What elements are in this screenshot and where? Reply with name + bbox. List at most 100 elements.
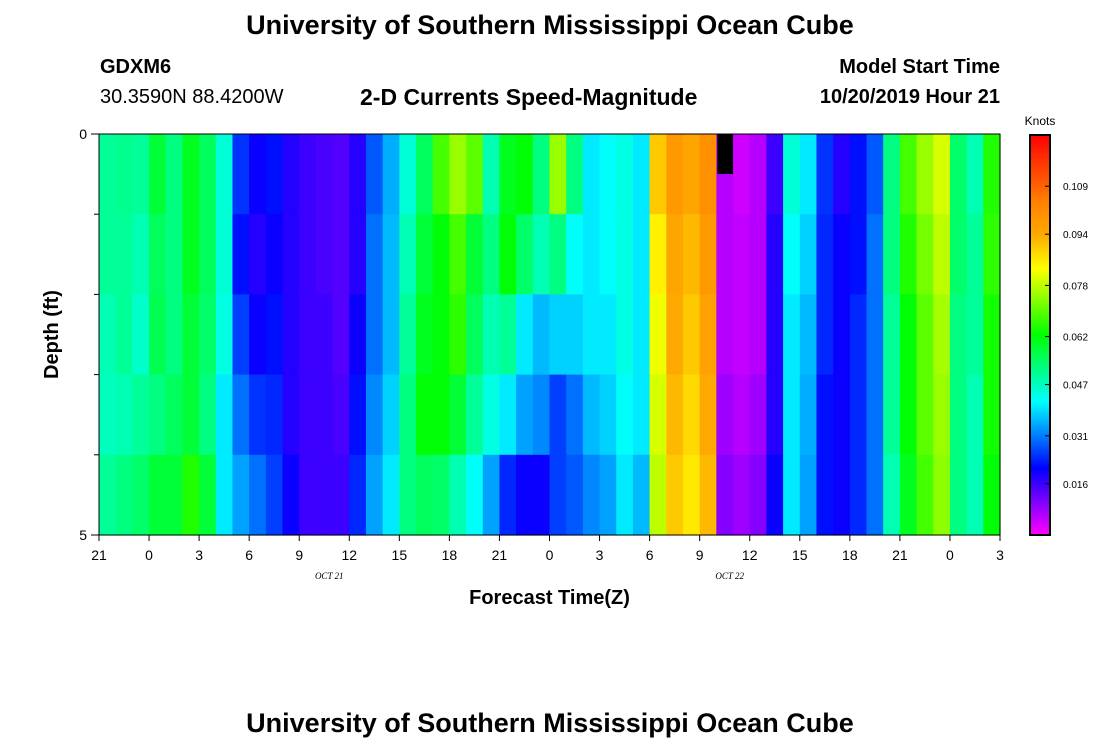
heatmap-cell [616,294,634,376]
heatmap-cell [783,374,801,456]
heatmap-cell [799,294,818,376]
heatmap-cell [582,134,601,215]
heatmap-cell [199,214,217,295]
heatmap-cell [616,134,634,215]
heatmap-cell [749,294,768,376]
heatmap-cell [282,454,300,536]
heatmap-cell [482,134,501,215]
heatmap-cell [949,214,968,295]
heatmap-cell [365,454,384,536]
heatmap-cell [766,214,784,295]
heatmap-cell [99,134,117,215]
heatmap-cell [949,454,968,536]
heatmap-cell [265,454,284,536]
colorbar-tick-label: 0.078 [1063,281,1088,292]
heatmap-cell [883,214,901,295]
colorbar-tick-label: 0.031 [1063,432,1088,443]
heatmap-cell [165,454,184,536]
station-id: GDXM6 [100,56,172,78]
heatmap-cell [933,214,951,295]
heatmap-cell [149,134,167,215]
heatmap-cell [165,294,184,376]
x-tick-label: 15 [392,547,408,563]
heatmap-cell [466,294,484,376]
heatmap-cell [432,454,450,536]
x-tick-label: 21 [91,547,107,563]
heatmap-cell [599,294,617,376]
heatmap-cell [716,374,734,456]
heatmap-cell [566,214,584,295]
heatmap-cell [849,454,868,536]
heatmap-cell [182,214,200,295]
heatmap-cell [749,214,768,295]
heatmap-cell [149,374,167,456]
heatmap-cell [566,374,584,456]
heatmap-cell [549,374,567,456]
heatmap-cell [299,134,317,215]
heatmap-cell [616,374,634,456]
heatmap-cell [916,454,934,536]
heatmap-cell [399,294,417,376]
heatmap-cell [916,134,934,215]
heatmap-cell [432,294,450,376]
heatmap-cell [983,374,1001,456]
heatmap-cell [382,134,400,215]
heatmap-cell [666,374,684,456]
heatmap-cell [949,374,968,456]
heatmap-cell [215,454,234,536]
heatmap-cell [949,134,968,215]
heatmap-cell [115,214,133,295]
heatmap-cell [382,294,400,376]
heatmap-cell [816,214,834,295]
heatmap-cell [482,294,501,376]
heatmap-cell [682,374,701,456]
heatmap-cell [282,214,300,295]
heatmap-cell [99,214,117,295]
heatmap-cell [466,374,484,456]
y-axis: 05 [79,126,99,543]
date-label: OCT 21 [315,571,344,581]
heatmap-cell [299,454,317,536]
x-axis: 21 0 3 6 9 12 15 18 21 0 3 6 9 12 15 18 21 0 3 OCT 21 OCT 22 [91,535,1004,581]
y-axis-label: Depth (ft) [41,290,63,379]
x-tick-label: 12 [341,547,357,563]
heatmap-cell [866,454,884,536]
heatmap-cell [866,294,884,376]
heatmap-cell [265,134,284,215]
heatmap-cell [499,374,517,456]
heatmap-cell [799,214,818,295]
heatmap-cell [566,294,584,376]
heatmap-cell [449,294,467,376]
heatmap-cell [499,214,517,295]
heatmap-cell [399,214,417,295]
heatmap-cell [282,134,300,215]
x-tick-label: 18 [842,547,858,563]
heatmap-cell [365,134,384,215]
heatmap-cell [599,374,617,456]
heatmap-cell [265,294,284,376]
colorbar-tick-label: 0.109 [1063,182,1088,193]
heatmap-cell [532,134,551,215]
x-tick-label: 18 [442,547,458,563]
heatmap-cell [232,134,250,215]
heatmap-cell [833,214,851,295]
x-tick-label: 15 [792,547,808,563]
heatmap-cell [916,214,934,295]
heatmap-cell [849,134,868,215]
heatmap-cell [566,134,584,215]
heatmap-cell [299,214,317,295]
heatmap-cell [382,374,400,456]
missing-data-cell [717,134,739,174]
heatmap-cell [499,294,517,376]
heatmap-cell [332,374,350,456]
heatmap-cell [182,454,200,536]
heatmap-cell [349,294,367,376]
heatmap-cell [682,454,701,536]
heatmap-cell [599,214,617,295]
heatmap-cell [849,214,868,295]
heatmap-cell [983,294,1001,376]
heatmap-cell [916,294,934,376]
heatmap-cell [349,374,367,456]
heatmap-cell [432,134,450,215]
y-tick-label: 0 [79,126,87,142]
